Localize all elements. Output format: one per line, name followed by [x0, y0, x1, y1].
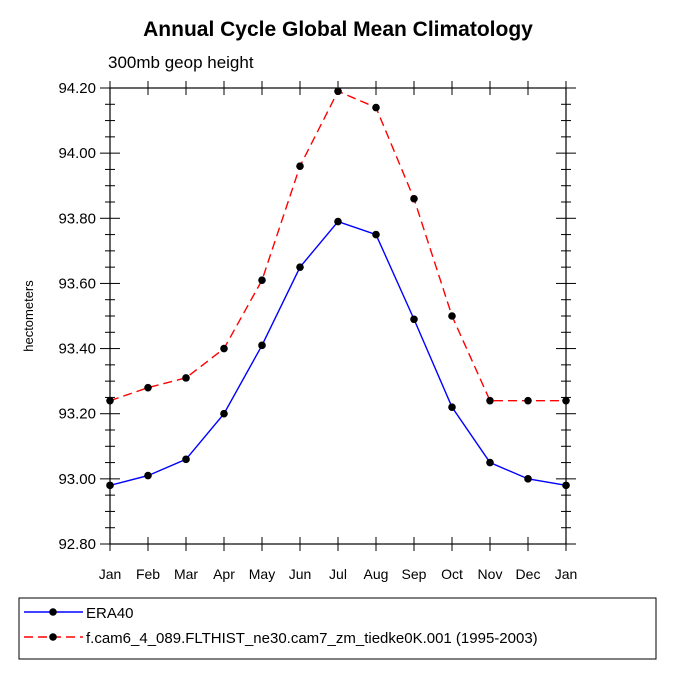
y-tick-label: 93.20 [58, 406, 96, 423]
x-tick-label: Sep [402, 566, 427, 582]
series-1-line [109, 90, 566, 402]
series-0-point [562, 481, 570, 490]
series-0-point [486, 458, 494, 467]
series-0-point [410, 315, 418, 324]
x-tick-label: Apr [213, 566, 235, 582]
series-1-point [258, 276, 266, 284]
series-1-point [448, 312, 456, 320]
y-axis-label: hectometers [21, 280, 36, 352]
legend-label-0: ERA40 [86, 605, 134, 622]
x-tick-label: Oct [441, 566, 463, 582]
series-0-point [258, 341, 266, 350]
x-tick-label: Jul [329, 566, 347, 582]
series-1-point [524, 396, 532, 405]
x-tick-label: Feb [136, 566, 160, 582]
y-tick-label: 93.00 [58, 471, 96, 488]
series-1-point [220, 344, 228, 353]
series-1-point [296, 162, 304, 170]
x-tick-label: Aug [364, 566, 389, 582]
series-layer [106, 87, 570, 490]
legend-marker-0 [49, 608, 57, 616]
chart-subtitle: 300mb geop height [108, 53, 254, 72]
series-1-point [410, 194, 418, 203]
x-tick-label: Dec [516, 566, 541, 582]
legend-marker-1 [49, 633, 57, 641]
series-1-point [372, 103, 380, 112]
series-0-point [334, 217, 342, 226]
series-0-point [296, 263, 304, 271]
series-0-point [106, 481, 114, 490]
chart-title: Annual Cycle Global Mean Climatology [143, 18, 533, 41]
y-tick-label: 93.60 [58, 275, 96, 292]
x-tick-label: Jan [99, 566, 122, 582]
axis-ticks: 92.80 93.00 93.20 93.40 93.60 93.80 94.00 94.20… [58, 80, 577, 582]
x-tick-label: Jun [289, 566, 312, 582]
x-tick-label: Jan [555, 566, 578, 582]
y-tick-label: 92.80 [58, 536, 96, 553]
legend: ERA40 f.cam6_4_089.FLTHIST_ne30.cam7_zm_t… [24, 605, 538, 647]
series-1-point [106, 396, 114, 405]
x-tick-label: May [249, 566, 275, 582]
series-0-point [448, 403, 456, 412]
series-1-point [144, 383, 152, 392]
series-0-point [182, 455, 190, 464]
series-1-point [334, 87, 342, 96]
series-0-point [220, 409, 228, 418]
x-tick-label: Mar [174, 566, 198, 582]
series-1-point [486, 396, 494, 405]
legend-label-1: f.cam6_4_089.FLTHIST_ne30.cam7_zm_tiedke… [86, 630, 538, 647]
y-tick-label: 93.80 [58, 210, 96, 227]
plot-frame [109, 87, 567, 545]
x-tick-label: Nov [478, 566, 503, 582]
series-0-line [109, 220, 567, 487]
legend-box [18, 597, 657, 660]
series-0-point [524, 475, 532, 483]
y-tick-label: 94.00 [58, 145, 96, 162]
y-tick-label: 94.20 [58, 80, 96, 97]
y-tick-label: 93.40 [58, 341, 96, 358]
series-0-point [372, 230, 380, 239]
series-0-point [144, 471, 152, 480]
series-1-point [562, 396, 570, 405]
series-1-point [182, 374, 190, 382]
